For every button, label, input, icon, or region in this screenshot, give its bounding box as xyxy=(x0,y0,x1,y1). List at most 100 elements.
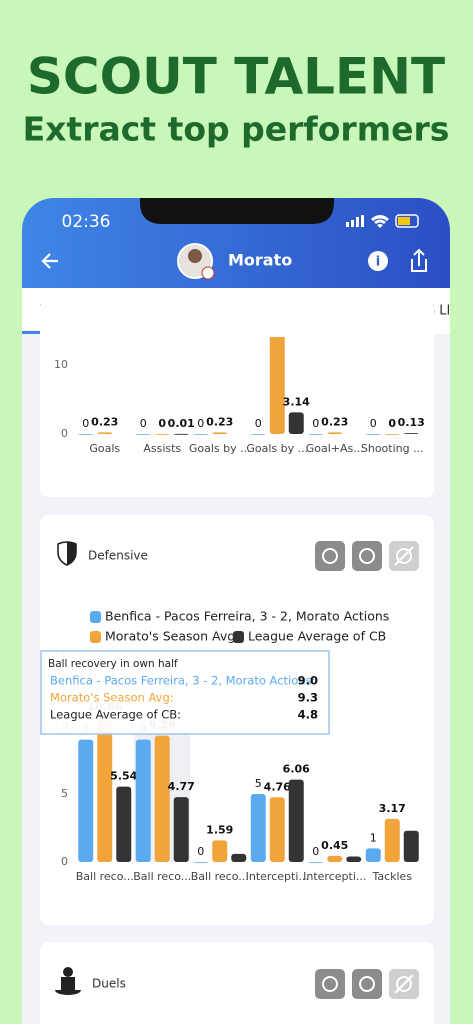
value-label: 3.14 xyxy=(283,395,310,408)
tooltip-label: Benfica - Pacos Ferreira, 3 - 2, Morato … xyxy=(50,674,315,688)
button-glyph xyxy=(394,546,414,566)
value-label: 4.77 xyxy=(168,780,195,793)
value-label: 3.17 xyxy=(379,802,406,815)
bar xyxy=(288,779,304,862)
bar xyxy=(250,434,266,435)
value-label: 0 xyxy=(312,845,319,858)
bar xyxy=(154,434,170,435)
button-glyph xyxy=(359,548,375,564)
value-label: 0 xyxy=(82,417,89,430)
x-tick-label: Goals xyxy=(89,442,120,455)
card-button[interactable] xyxy=(315,969,345,999)
bar xyxy=(78,739,94,862)
value-label: 0 xyxy=(370,417,377,430)
bar xyxy=(97,432,113,434)
bar xyxy=(403,830,419,862)
x-tick-label: Shooting ... xyxy=(361,442,424,455)
bar xyxy=(212,432,228,434)
bar xyxy=(365,434,381,435)
card-button[interactable] xyxy=(315,541,345,571)
bar xyxy=(135,434,151,435)
card-title: Duels xyxy=(92,977,126,991)
bar xyxy=(78,434,94,435)
value-label: 0 xyxy=(140,417,147,430)
bar xyxy=(384,818,400,862)
tooltip-label: Morato's Season Avg: xyxy=(50,691,174,705)
bar xyxy=(403,433,419,434)
legend-swatch xyxy=(233,631,244,643)
x-tick-label: Ball reco... xyxy=(191,870,249,883)
x-tick-label: Intercepti... xyxy=(246,870,309,883)
tooltip-label: League Average of CB: xyxy=(50,708,181,722)
goals-card xyxy=(40,300,434,497)
legend-label: League Average of CB xyxy=(248,629,386,644)
y-tick-label: 5 xyxy=(61,787,68,800)
bar xyxy=(327,855,343,862)
notch xyxy=(140,198,334,224)
card-title: Defensive xyxy=(88,549,148,563)
info-button[interactable] xyxy=(368,251,388,271)
x-tick-label: Goals by ... xyxy=(189,442,251,455)
card-button[interactable] xyxy=(352,969,382,999)
value-label: 0 xyxy=(388,417,396,430)
back-button[interactable] xyxy=(41,253,58,269)
tooltip-box xyxy=(40,650,330,735)
player-name: Morato xyxy=(228,251,292,270)
status-time: 02:36 xyxy=(62,212,111,232)
tooltip-value: 9.3 xyxy=(298,691,318,705)
value-label: 0.23 xyxy=(321,415,348,428)
status-icons xyxy=(346,214,419,228)
subheadline: Extract top performers xyxy=(23,110,450,149)
phone: 02:36 Morato i VIEWPOINTME2MEME2OTHERSPA… xyxy=(22,198,450,1024)
bar xyxy=(384,434,400,435)
tooltip-value: 9.0 xyxy=(298,674,318,688)
x-tick-label: Ball reco... xyxy=(76,870,134,883)
defensive-icon-fill xyxy=(67,542,76,565)
bar xyxy=(193,862,209,863)
tooltip-title: Ball recovery in own half xyxy=(48,658,178,670)
value-label: 5.54 xyxy=(110,770,137,783)
button-glyph xyxy=(359,976,375,992)
bar xyxy=(97,717,113,862)
value-label: 0.23 xyxy=(206,415,233,428)
legend-swatch xyxy=(90,631,101,643)
card-button[interactable] xyxy=(352,541,382,571)
bar xyxy=(250,794,266,862)
x-tick-label: Ball reco... xyxy=(133,870,191,883)
value-label: 0 xyxy=(197,845,204,858)
value-label: 0 xyxy=(255,417,262,430)
bar xyxy=(365,848,381,862)
club-badge xyxy=(201,266,215,280)
bar xyxy=(327,432,343,434)
x-tick-label: Assists xyxy=(143,442,181,455)
share-button[interactable] xyxy=(411,248,427,272)
bar xyxy=(308,434,324,435)
bar xyxy=(173,797,189,862)
value-label: 6.06 xyxy=(283,763,310,776)
bar xyxy=(116,786,132,862)
y-tick-label: 10 xyxy=(54,358,68,371)
x-tick-label: Intercepti... xyxy=(303,870,366,883)
bar xyxy=(173,433,189,435)
button-glyph xyxy=(396,976,412,992)
x-tick-label: Goal+As... xyxy=(306,442,364,455)
bar xyxy=(269,337,285,434)
value-label: 0.45 xyxy=(321,839,348,852)
tooltip: Ball recovery in own half Benfica - Pacos… xyxy=(40,650,330,735)
bar xyxy=(346,856,362,862)
duels-icon-body xyxy=(55,977,81,995)
value-label: 0.01 xyxy=(168,417,195,430)
y-tick-label: 0 xyxy=(61,427,68,440)
card-buttons xyxy=(315,541,419,571)
legend-label: Morato's Season Avg xyxy=(105,629,235,644)
bar xyxy=(212,840,228,862)
value-label: 5 xyxy=(255,777,262,790)
info-glyph: i xyxy=(376,255,380,270)
bar xyxy=(193,434,209,435)
bar xyxy=(231,853,247,862)
y-tick-label: 0 xyxy=(61,855,68,868)
button-glyph xyxy=(396,548,412,564)
